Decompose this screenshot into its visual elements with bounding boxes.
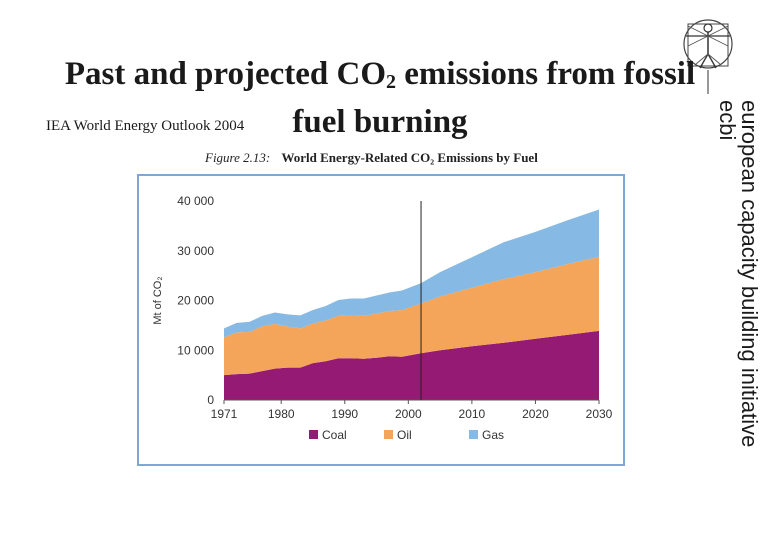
area-gas [224, 209, 599, 338]
emissions-chart: 0 10 000 20 000 30 000 40 000 1971 1980 1990 200… [152, 194, 613, 442]
x-tick-label: 1971 [211, 407, 238, 421]
figure-caption: Figure 2.13: World Energy-Related CO₂ Em… [205, 150, 538, 166]
vitruvian-logo-icon [683, 19, 733, 94]
legend-swatch-coal [309, 430, 318, 439]
organization-name: european capacity building initiative [737, 100, 762, 448]
y-tick-label: 30 000 [177, 244, 214, 258]
y-tick-label: 10 000 [177, 343, 214, 357]
y-tick-label: 40 000 [177, 194, 214, 208]
y-tick-label: 0 [207, 393, 214, 407]
chart-frame: 0 10 000 20 000 30 000 40 000 1971 1980 1990 200… [137, 174, 625, 466]
x-tick-label: 1980 [268, 407, 295, 421]
legend-label-coal: Coal [322, 428, 347, 442]
legend-label-gas: Gas [482, 428, 504, 442]
legend-swatch-gas [469, 430, 478, 439]
organization-acronym: ecbi [715, 100, 740, 141]
area-coal [224, 330, 599, 400]
slide-title: Past and projected CO2 emissions from fo… [64, 56, 696, 140]
side-organization-label: european capacity building initiative ec… [715, 100, 762, 520]
y-tick-label: 20 000 [177, 294, 214, 308]
x-tick-label: 1990 [331, 407, 358, 421]
x-tick-label: 2000 [395, 407, 422, 421]
x-tick-label: 2010 [459, 407, 486, 421]
x-tick-label: 2030 [586, 407, 613, 421]
source-label: IEA World Energy Outlook 2004 [46, 118, 245, 134]
x-tick-label: 2020 [522, 407, 549, 421]
area-oil [224, 256, 599, 376]
y-axis-label: Mt of CO₂ [152, 276, 164, 324]
legend-swatch-oil [384, 430, 393, 439]
figure-caption-text: World Energy-Related CO₂ Emissions by Fu… [281, 150, 538, 165]
legend-label-oil: Oil [397, 428, 412, 442]
figure-label: Figure 2.13: [205, 150, 271, 165]
